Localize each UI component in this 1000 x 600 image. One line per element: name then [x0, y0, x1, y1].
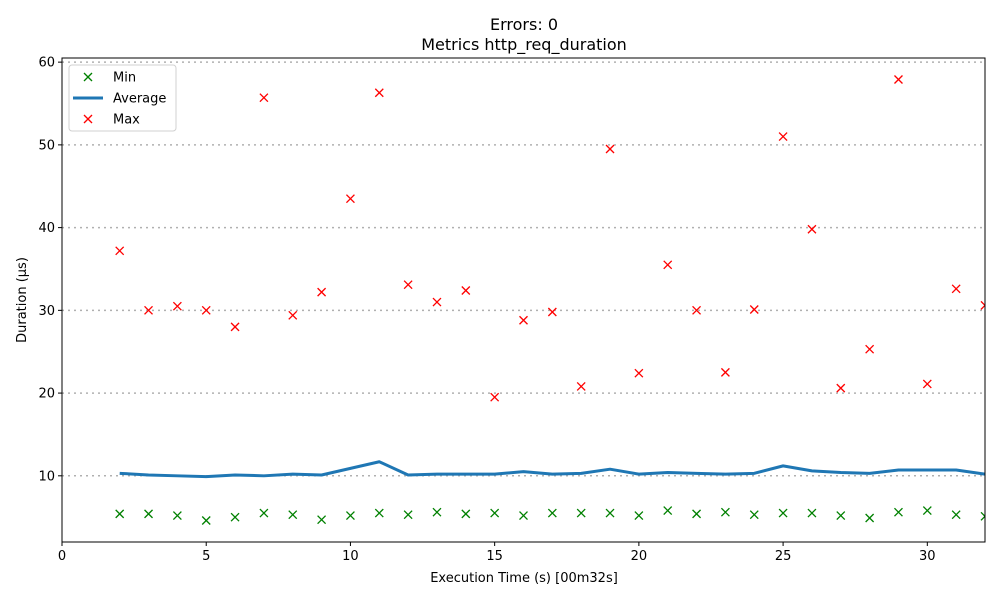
min-point [317, 515, 327, 525]
gridlines [62, 61, 985, 477]
max-point [115, 246, 125, 256]
min-point [951, 510, 961, 520]
min-point [894, 507, 903, 517]
x-tick-label: 15 [486, 549, 503, 564]
axes-frame [61, 57, 986, 543]
max-point [519, 315, 528, 325]
max-point [980, 300, 985, 310]
max-point [778, 132, 788, 142]
y-tick-label: 40 [38, 221, 55, 236]
x-tick-label: 5 [202, 549, 210, 564]
legend-item-min[interactable]: Min [83, 71, 136, 86]
max-point [894, 75, 903, 84]
min-point [490, 508, 500, 518]
max-point [403, 280, 413, 290]
max-point [576, 381, 586, 391]
max-point [865, 344, 875, 354]
min-point [115, 509, 125, 519]
min-point [345, 511, 355, 520]
min-point [692, 509, 702, 519]
max-point [720, 367, 730, 377]
min-point [432, 507, 442, 517]
x-tick-label: 25 [775, 549, 792, 564]
min-point [663, 506, 673, 516]
max-point [374, 88, 384, 98]
max-point [288, 310, 298, 320]
min-point [749, 510, 759, 520]
max-point [749, 305, 759, 314]
min-point [519, 511, 528, 520]
legend-label: Min [113, 71, 136, 86]
min-point [403, 510, 413, 520]
max-point [547, 307, 557, 317]
chart-subtitle: Metrics http_req_duration [421, 35, 627, 55]
max-point [201, 305, 211, 315]
max-point [605, 144, 615, 154]
min-series [115, 506, 985, 525]
legend[interactable]: Min Average Max [68, 64, 177, 132]
min-point [288, 510, 298, 520]
legend-swatch [83, 72, 93, 82]
min-point [144, 509, 153, 519]
y-tick-label: 20 [38, 387, 55, 402]
min-point [374, 508, 384, 518]
legend-box [68, 64, 177, 132]
legend-swatch [83, 114, 93, 124]
max-point [259, 93, 269, 103]
x-tick-label: 10 [342, 549, 359, 564]
min-point [980, 511, 985, 521]
x-tick-label: 0 [58, 549, 66, 564]
legend-item-max[interactable]: Max [83, 113, 140, 128]
min-point [865, 513, 875, 523]
max-point [634, 368, 644, 378]
max-point [461, 286, 471, 295]
y-axis: 10 20 30 40 50 60 [38, 56, 62, 484]
max-point [692, 305, 702, 315]
plot-area [115, 75, 985, 525]
x-tick-label: 20 [631, 549, 648, 564]
legend-label: Max [113, 113, 140, 128]
legend-label: Average [113, 92, 166, 107]
min-point [605, 508, 615, 518]
max-point [922, 379, 932, 389]
max-point [807, 224, 817, 234]
chart-title: Errors: 0 [490, 15, 558, 34]
min-point [634, 511, 644, 520]
max-point [432, 297, 442, 307]
x-tick-label: 30 [919, 549, 936, 564]
y-tick-label: 50 [38, 138, 55, 153]
max-point [172, 301, 182, 311]
x-axis-label: Execution Time (s) [00m32s] [430, 571, 618, 586]
max-point [490, 392, 500, 402]
min-point [576, 508, 586, 518]
min-point [836, 511, 846, 520]
max-series [115, 75, 985, 402]
y-tick-label: 10 [38, 469, 55, 484]
average-series-line [119, 460, 985, 479]
min-point [230, 512, 240, 522]
max-point [317, 287, 327, 297]
max-point [836, 383, 846, 393]
y-tick-label: 60 [38, 56, 55, 71]
max-point [951, 284, 961, 294]
min-point [172, 511, 182, 520]
y-tick-label: 30 [38, 304, 55, 319]
max-point [345, 194, 355, 204]
legend-item-average[interactable]: Average [73, 92, 166, 107]
x-axis: 0 5 10 15 20 25 30 [58, 542, 936, 564]
y-axis-label: Duration (µs) [15, 257, 30, 343]
min-point [201, 516, 211, 525]
min-point [547, 508, 557, 518]
max-point [230, 322, 240, 332]
min-point [922, 506, 932, 516]
max-point [144, 305, 153, 315]
min-point [259, 508, 269, 518]
min-point [807, 508, 817, 518]
max-point [663, 260, 673, 270]
min-point [720, 507, 730, 517]
min-point [778, 508, 788, 518]
min-point [461, 509, 471, 519]
